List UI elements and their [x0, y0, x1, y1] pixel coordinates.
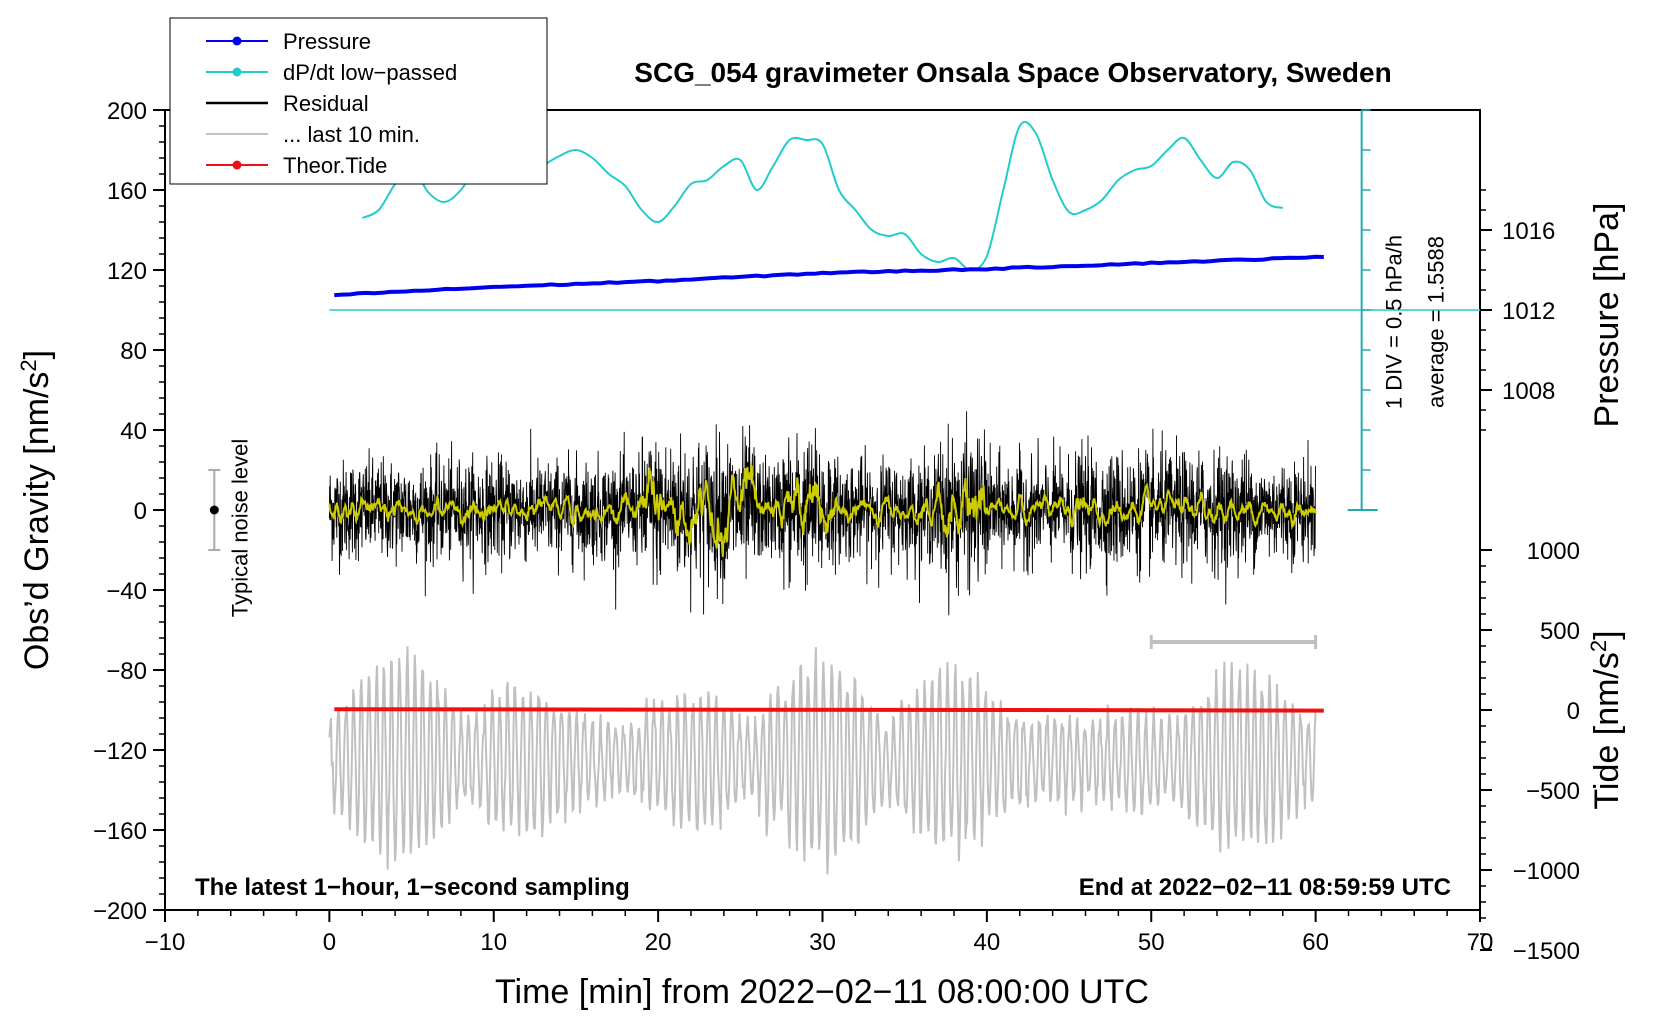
y-tick-label: 160	[107, 178, 147, 205]
y-tick-label: 200	[107, 98, 147, 125]
y-tick-label: −40	[106, 578, 147, 605]
x-tick-label: 50	[1138, 929, 1165, 956]
pressure-series	[334, 254, 1324, 298]
x-tick-label: 10	[480, 929, 507, 956]
y-tick-label: −120	[93, 738, 147, 765]
legend-label: Pressure	[283, 29, 371, 54]
noise-bar-label: Typical noise level	[227, 439, 252, 618]
last10-line	[328, 646, 1317, 875]
pressure-line	[334, 254, 1324, 298]
y-tick-label: −80	[106, 658, 147, 685]
y-tick-label: 80	[120, 338, 147, 365]
tide-tick-label: −1000	[1513, 858, 1580, 885]
theor-tide-series	[334, 707, 1324, 713]
legend-swatch-marker	[232, 160, 242, 170]
residual-smooth-series	[328, 462, 1317, 557]
y-tick-label: −160	[93, 818, 147, 845]
tide-tick-label: −1500	[1513, 938, 1580, 965]
tide-tick-label: 0	[1567, 698, 1580, 725]
theor-tide-line	[334, 707, 1324, 713]
x-tick-label: −10	[145, 929, 186, 956]
dpdt-scale-label-avg: average = 1.5588	[1424, 236, 1449, 408]
y-axis-gravity: 200 160 120 80 40 0 −40 −80 −120 −160 −200	[93, 98, 165, 925]
legend: Pressure dP/dt low−passed Residual ... last…	[169, 17, 548, 185]
dpdt-scale-bar: 1 DIV = 0.5 hPa/h average = 1.5588	[1347, 109, 1449, 511]
x-tick-label: 60	[1302, 929, 1329, 956]
y-tick-label: −200	[93, 898, 147, 925]
x-tick-label: 0	[323, 929, 336, 956]
y-axis-title-tide: Tide [nm/s2]	[1586, 630, 1627, 809]
legend-label: dP/dt low−passed	[283, 60, 457, 85]
pressure-tick-label: 1012	[1502, 298, 1555, 325]
last10-series	[328, 646, 1317, 875]
noise-level-bar: Typical noise level	[208, 439, 252, 618]
legend-label: Theor.Tide	[283, 153, 387, 178]
y-axis-title-gravity: Obs’d Gravity [nm/s2]	[16, 350, 57, 670]
x-tick-label: 30	[809, 929, 836, 956]
legend-label: ... last 10 min.	[283, 122, 420, 147]
legend-label: Residual	[283, 91, 369, 116]
y-axis-tide: 1000 500 0 −500 −1000 −1500	[1480, 538, 1580, 965]
pressure-tick-label: 1016	[1502, 218, 1555, 245]
x-tick-label: 70	[1467, 929, 1494, 956]
last10-range-bar	[1149, 635, 1318, 649]
pressure-tick-label: 1008	[1502, 378, 1555, 405]
residual-smooth-line	[328, 462, 1317, 557]
x-axis-title: Time [min] from 2022−02−11 08:00:00 UTC	[495, 973, 1149, 1011]
footer-left-text: The latest 1−hour, 1−second sampling	[195, 874, 630, 901]
tide-tick-label: 1000	[1527, 538, 1580, 565]
legend-swatch-marker	[232, 67, 242, 77]
legend-swatch-marker	[232, 36, 242, 46]
y-tick-label: 0	[134, 498, 147, 525]
y-tick-label: 40	[120, 418, 147, 445]
x-tick-label: 20	[645, 929, 672, 956]
x-tick-label: 40	[974, 929, 1001, 956]
tide-tick-label: −500	[1526, 778, 1580, 805]
footer-right-text: End at 2022−02−11 08:59:59 UTC	[1079, 874, 1451, 901]
dpdt-scale-label-div: 1 DIV = 0.5 hPa/h	[1382, 235, 1407, 409]
tide-tick-label: 500	[1540, 618, 1580, 645]
noise-bar-dot	[209, 505, 219, 515]
legend-box	[169, 17, 548, 185]
y-tick-label: 120	[107, 258, 147, 285]
y-axis-pressure: 1016 1012 1008	[1480, 189, 1555, 431]
y-axis-title-pressure: Pressure [hPa]	[1588, 203, 1626, 428]
chart-title: SCG_054 gravimeter Onsala Space Observat…	[634, 57, 1391, 88]
